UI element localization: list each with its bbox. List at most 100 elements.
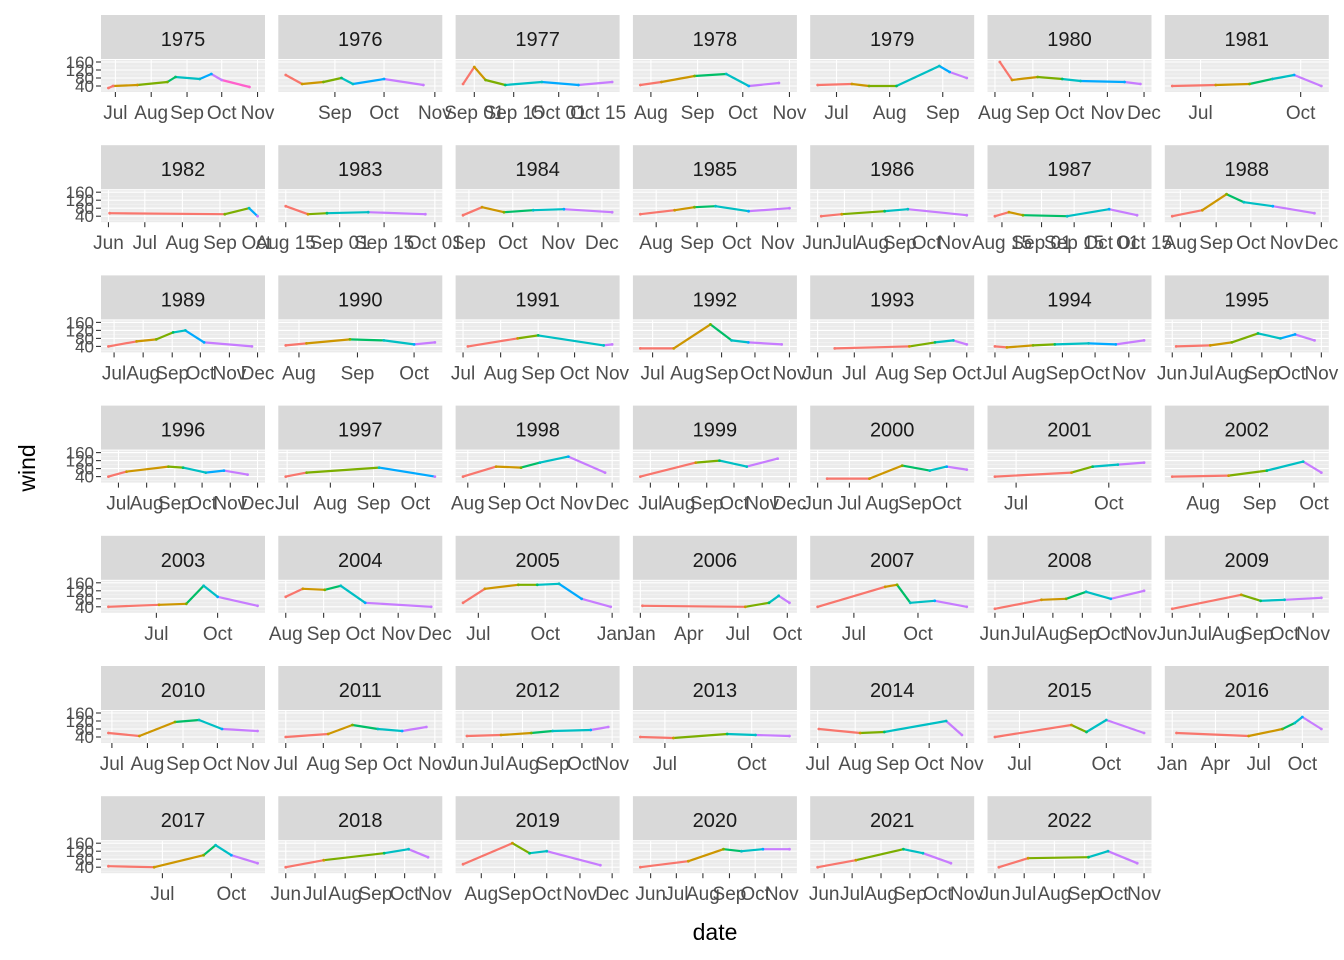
wind-point (222, 469, 226, 472)
facet-panel: 2011 Jul Aug Sep Oct Nov (274, 666, 452, 775)
wind-point (1085, 730, 1088, 734)
x-tick-label: Oct 01 (531, 103, 587, 124)
wind-line-segment (1066, 208, 1111, 218)
x-tick-label: Jul (1011, 624, 1035, 645)
wind-line-segment (840, 210, 886, 216)
wind-line-segment (883, 719, 948, 734)
wind-point (107, 605, 110, 609)
wind-point (305, 342, 308, 345)
wind-point (816, 865, 820, 869)
x-tick-label: Dec (595, 884, 629, 905)
wind-point (746, 341, 750, 344)
wind-point (1135, 861, 1139, 865)
wind-point (788, 847, 791, 851)
wind-point (576, 83, 580, 87)
x-tick-label: Oct (722, 233, 752, 254)
panel-background (278, 841, 443, 874)
x-tick-label: Sep (344, 754, 378, 775)
wind-line-segment (185, 584, 205, 605)
wind-line-segment (465, 733, 503, 738)
wind-line-segment (532, 208, 566, 212)
wind-line-segment (222, 469, 249, 476)
wind-line-segment (993, 345, 1009, 349)
wind-line-segment (1010, 75, 1039, 82)
wind-line-segment (210, 72, 223, 82)
wind-point (250, 345, 254, 348)
wind-line-segment (816, 859, 857, 869)
wind-point (951, 339, 955, 342)
facet-strip-label: 1982 (161, 159, 206, 181)
x-tick-label: Oct (217, 884, 247, 905)
wind-point (538, 461, 542, 464)
wind-line-segment (339, 584, 367, 604)
wind-point (998, 60, 1002, 64)
x-tick-label: Oct (567, 754, 597, 775)
wind-point (480, 205, 484, 209)
facet-strip-label: 2005 (515, 550, 560, 572)
facet-panel: 1998 Aug Sep Oct Nov Dec (451, 405, 629, 515)
wind-line-segment (202, 584, 219, 598)
facet-strip-label: 1976 (338, 29, 383, 51)
wind-point (949, 861, 953, 865)
wind-point (202, 584, 206, 588)
wind-point (673, 208, 677, 212)
wind-point (1247, 734, 1251, 738)
wind-line-segment (202, 341, 254, 348)
wind-line-segment (1247, 727, 1284, 738)
wind-line-segment (1293, 333, 1316, 342)
wind-line-segment (580, 597, 612, 608)
wind-line-segment (1248, 77, 1274, 86)
wind-line-segment (672, 732, 729, 740)
wind-line-segment (284, 587, 304, 598)
wind-line-segment (1271, 73, 1296, 81)
facet-strip (455, 535, 620, 580)
wind-point (895, 84, 898, 88)
wind-point (895, 583, 899, 587)
facet-panel: 1984 Sep Oct Nov Dec (452, 145, 620, 254)
facet-panel: 1993 Jun Jul Aug Sep Oct (802, 275, 982, 384)
wind-line-segment (204, 469, 226, 474)
wind-point (1106, 849, 1110, 853)
x-tick-label: Sep (713, 884, 747, 905)
wind-line-segment (726, 732, 757, 737)
wind-line-segment (111, 83, 139, 88)
wind-line-segment (1085, 718, 1108, 734)
wind-line-segment (1116, 461, 1146, 466)
wind-point (566, 455, 570, 458)
y-tick-label: 160 (66, 313, 94, 332)
x-tick-label: Aug (873, 103, 907, 124)
wind-point (1084, 590, 1088, 594)
wind-line-segment (511, 842, 531, 855)
wind-line-segment (1065, 590, 1088, 600)
x-tick-label: Oct (903, 624, 933, 645)
wind-line-segment (1070, 465, 1094, 474)
wind-point (472, 65, 476, 69)
x-tick-label: Jun (802, 233, 833, 254)
panel-background (632, 580, 797, 613)
facet-strip-label: 2014 (870, 680, 915, 702)
wind-point (1248, 82, 1251, 86)
x-tick-label: Oct (923, 884, 953, 905)
facet-panel: 2006 Jan Apr Jul Oct (625, 535, 803, 645)
x-tick-label: Jun (93, 233, 124, 254)
wind-line-segment (687, 848, 725, 863)
wind-point (671, 736, 675, 740)
wind-line-segment (1007, 211, 1025, 217)
wind-line-segment (902, 848, 925, 855)
x-tick-label: Jun (802, 363, 833, 384)
wind-point (997, 865, 1001, 869)
wind-point (638, 347, 642, 350)
wind-point (1060, 77, 1064, 81)
x-tick-label: Sep (1065, 624, 1099, 645)
wind-line-segment (639, 209, 676, 216)
x-tick-label: Jul (480, 754, 504, 775)
x-tick-label: Sep (893, 884, 927, 905)
x-tick-label: Aug (670, 363, 704, 384)
wind-point (1116, 463, 1120, 466)
wind-point (1319, 471, 1323, 474)
wind-line-segment (135, 338, 158, 343)
wind-line-segment (639, 735, 675, 740)
x-tick-label: Nov (236, 754, 270, 775)
